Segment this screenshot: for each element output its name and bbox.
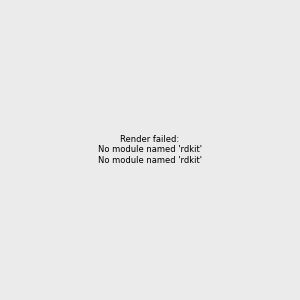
Text: Render failed:
No module named 'rdkit'
No module named 'rdkit': Render failed: No module named 'rdkit' N… [98,135,202,165]
